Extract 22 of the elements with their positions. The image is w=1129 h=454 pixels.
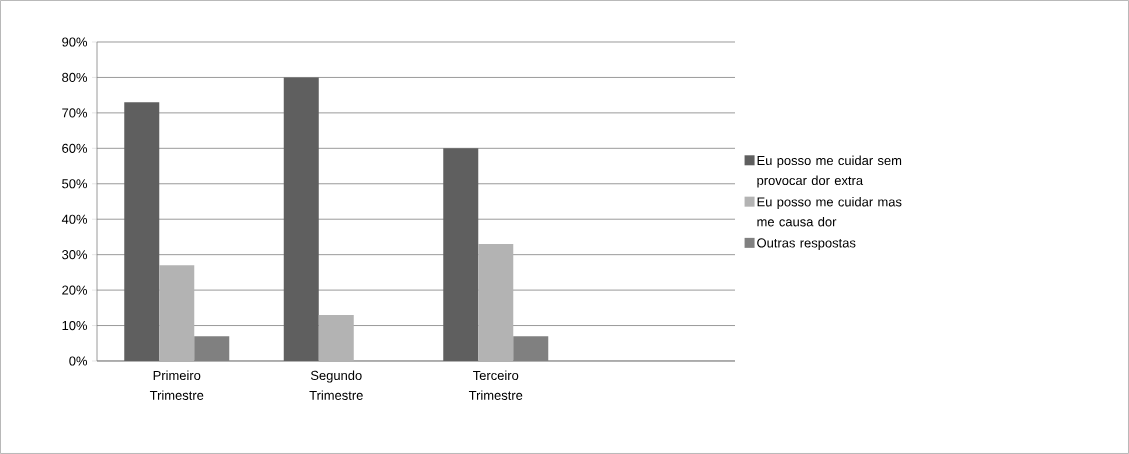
y-tick-label: 30% [62, 250, 88, 260]
bar [443, 148, 479, 361]
x-tick-label: Terceiro Trimestre [468, 370, 523, 400]
y-tick-label: 50% [62, 179, 88, 189]
bar [318, 314, 354, 361]
bar [478, 244, 514, 361]
y-tick-label: 60% [62, 143, 88, 153]
x-tick-label: Segundo Trimestre [309, 370, 363, 400]
y-tick-label: 70% [62, 108, 88, 118]
legend-label: Eu posso me cuidar mas me causa dor [757, 196, 902, 227]
legend-label: Eu posso me cuidar sem provocar dor extra [757, 155, 902, 188]
y-tick-label: 80% [62, 72, 88, 83]
legend-label: Outras respostas [757, 238, 856, 251]
y-tick-label: 20% [62, 285, 88, 295]
x-tick-label: Primeiro Trimestre [149, 370, 204, 400]
bar [124, 102, 160, 361]
bar [283, 77, 319, 361]
bar [159, 265, 195, 361]
y-tick-label: 0% [69, 356, 88, 366]
y-tick-label: 90% [62, 37, 88, 47]
y-tick-label: 40% [61, 214, 88, 224]
y-tick-label: 10% [62, 320, 88, 331]
